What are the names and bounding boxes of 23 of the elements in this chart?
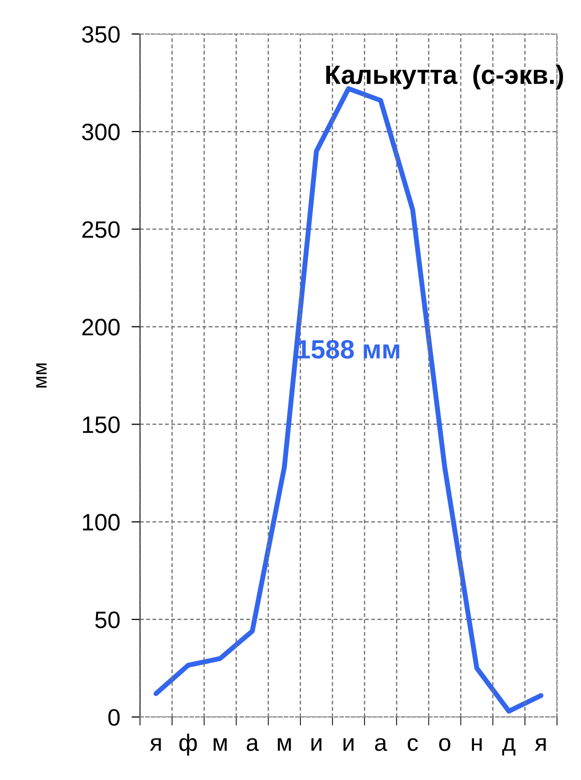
- x-tick-label: м: [278, 738, 291, 751]
- y-tick-label: 250: [82, 221, 120, 238]
- x-tick-label: я: [150, 738, 161, 751]
- x-tick-label: а: [246, 738, 259, 752]
- y-tick-label: 300: [82, 124, 120, 140]
- y-tick-label: 50: [95, 611, 120, 628]
- x-tick-label: н: [472, 738, 482, 751]
- x-tick-label: с: [408, 738, 418, 752]
- x-tick-label: и: [344, 738, 354, 751]
- x-tick-label: ф: [179, 734, 197, 756]
- y-axis-title: мм: [36, 363, 47, 388]
- y-tick-label: 200: [82, 318, 120, 336]
- y-tick-label: 150: [82, 416, 120, 434]
- x-tick-label: и: [311, 738, 322, 751]
- y-tick-label: 0: [108, 709, 120, 726]
- x-tick-label: а: [375, 738, 388, 752]
- text: Калькутта (с-экв.): [326, 64, 564, 90]
- x-tick-label: я: [534, 738, 546, 751]
- y-tick-label: 100: [82, 514, 120, 531]
- x-tick-label: м: [214, 738, 227, 751]
- x-tick-label: о: [439, 738, 450, 752]
- x-tick-label: д: [502, 738, 516, 756]
- y-tick-label: 350: [82, 26, 120, 43]
